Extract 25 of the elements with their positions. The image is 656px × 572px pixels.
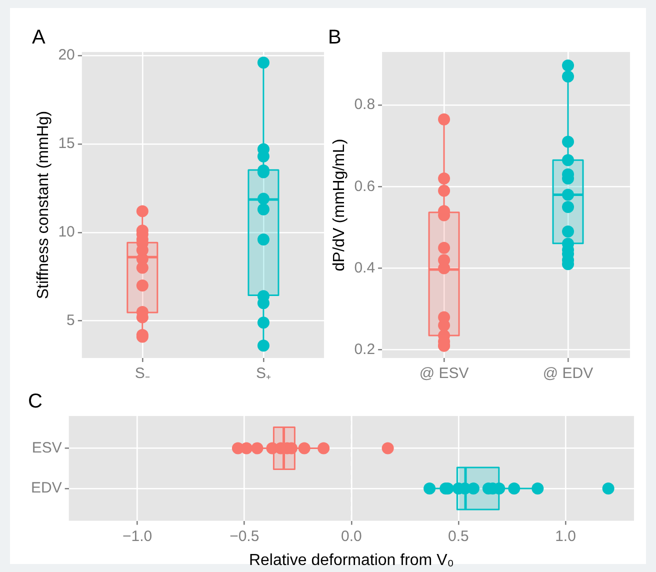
y-tick-label: 10 xyxy=(58,224,75,241)
x-tick-label: @ EDV xyxy=(542,365,594,382)
chart-title: C xyxy=(28,390,42,413)
y-tick-label: 0.4 xyxy=(354,259,376,276)
y-tick-label: 15 xyxy=(58,135,75,152)
chart-title: B xyxy=(328,26,342,49)
y-tick-label: 5 xyxy=(66,312,75,329)
y-tick-label: ESV xyxy=(32,439,62,456)
y-tick-label: 20 xyxy=(58,46,75,64)
y-tick-label: EDV xyxy=(31,480,62,497)
x-tick-label: @ ESV xyxy=(419,365,469,382)
y-tick-label: 0.2 xyxy=(354,340,376,358)
x-tick-label: S₊ xyxy=(256,365,271,382)
x-tick-label: −1.0 xyxy=(122,528,152,545)
x-axis-title: Relative deformation from V₀ xyxy=(248,552,454,569)
y-tick-label: 0.6 xyxy=(354,178,376,195)
x-tick-label: S₋ xyxy=(134,365,150,382)
x-tick-label: 1.0 xyxy=(555,528,576,545)
x-tick-label: 0.5 xyxy=(448,528,469,545)
chart-title: A xyxy=(32,26,46,49)
x-tick-label: −0.5 xyxy=(230,528,260,545)
x-tick-label: 0.0 xyxy=(340,528,362,545)
y-tick-label: 0.8 xyxy=(354,96,376,114)
y-axis-title: dP/dV (mmHg/mL) xyxy=(331,138,348,272)
y-axis-title: Stiffness constant (mmHg) xyxy=(35,110,52,300)
